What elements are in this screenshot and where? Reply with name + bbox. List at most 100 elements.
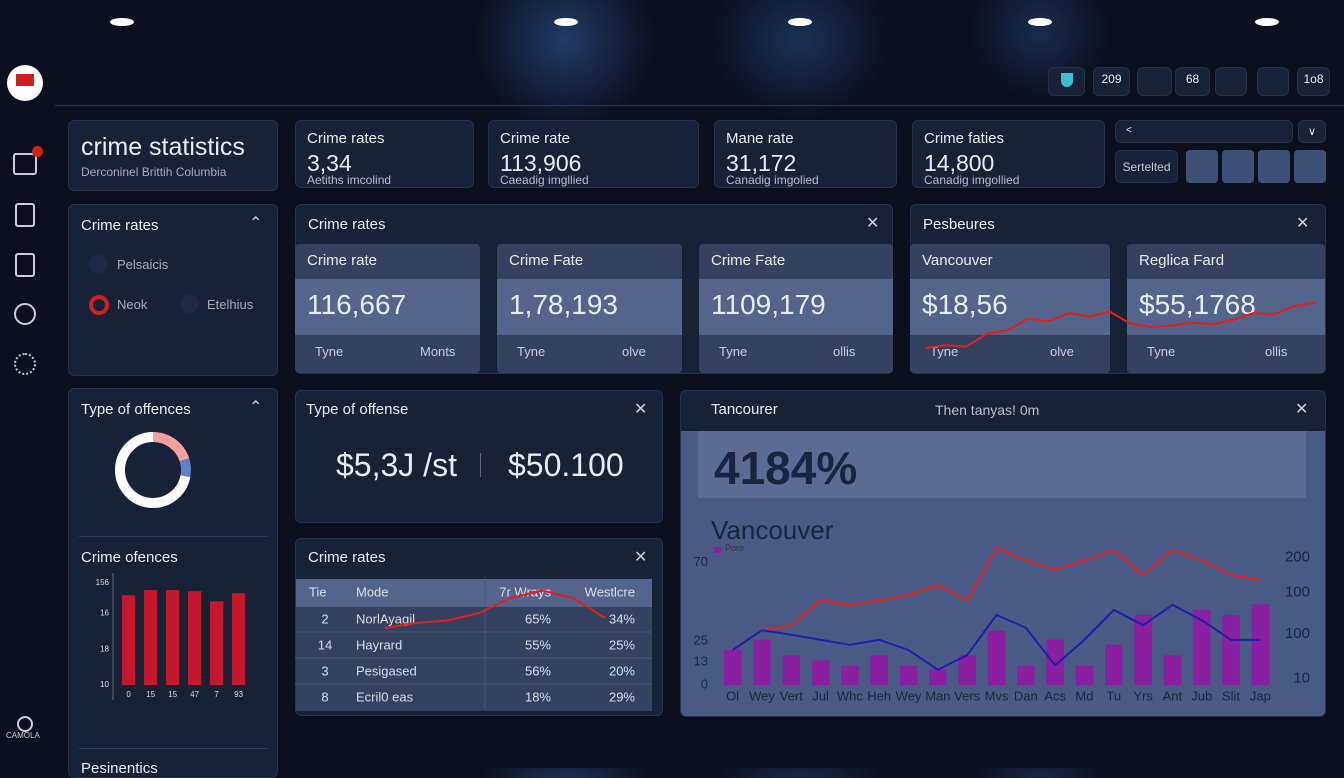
nav-icon[interactable]	[15, 253, 35, 277]
x-tick-label: 0	[126, 690, 131, 699]
collapse[interactable]: ⌃	[249, 215, 263, 232]
indicator[interactable]	[1048, 67, 1085, 96]
indicator[interactable]: 68	[1175, 67, 1210, 96]
close[interactable]: ✕	[1295, 401, 1309, 418]
table-header-cell: Mode	[356, 584, 389, 599]
close[interactable]: ✕	[634, 549, 648, 566]
offense-panel: Type of offense ✕ $5,3J /st $50.100	[295, 390, 663, 523]
donut-segment	[152, 432, 190, 462]
bar	[1251, 604, 1270, 685]
bar	[782, 655, 801, 685]
chart-title: Vancouver	[711, 515, 834, 545]
bar	[210, 601, 224, 685]
table-cell: Ecril0 eas	[356, 689, 414, 704]
table-cell: 65%	[525, 611, 551, 626]
nav-icon[interactable]	[13, 153, 37, 175]
stat-value: 14,800	[924, 150, 995, 176]
panel-title: Crime rates	[308, 216, 386, 233]
light	[1255, 18, 1279, 26]
stat-label: Crime faties	[924, 130, 1005, 147]
x-tick-label: Mvs	[985, 688, 1009, 703]
table-body	[296, 607, 652, 711]
bar	[1163, 655, 1182, 685]
stat-card[interactable]	[714, 120, 897, 188]
y2-tick-label: 10	[1293, 670, 1310, 687]
bar	[958, 655, 976, 685]
table-cell: 2	[321, 611, 328, 626]
stat-value: 3,34	[307, 150, 352, 176]
x-tick-label: Wey	[749, 688, 775, 703]
stat-card[interactable]	[488, 120, 699, 188]
nav-icon[interactable]	[15, 203, 35, 227]
metric-foot: Tyne	[719, 344, 748, 359]
bar	[232, 593, 246, 685]
x-tick-label: Ol	[726, 688, 739, 703]
indicator[interactable]: 209	[1093, 67, 1130, 96]
nav-icon[interactable]	[14, 303, 36, 325]
stat-card[interactable]	[295, 120, 474, 188]
title-card: crime statistics Derconinel Brittih Colu…	[68, 120, 278, 191]
close[interactable]: ✕	[1296, 215, 1310, 232]
bar	[929, 669, 947, 685]
sparkline	[924, 301, 1316, 349]
stat-card[interactable]	[912, 120, 1105, 188]
y2-tick-label: 200	[1285, 549, 1310, 566]
indicator[interactable]	[1257, 67, 1289, 96]
x-tick-label: Slit	[1222, 688, 1240, 703]
indicator[interactable]	[1137, 67, 1172, 96]
bar	[166, 590, 180, 685]
icon-button[interactable]	[1294, 150, 1326, 183]
light	[554, 18, 578, 26]
x-tick-label: 93	[234, 690, 243, 699]
icon-button[interactable]	[1222, 150, 1254, 183]
table-cell: 25%	[609, 637, 635, 652]
table-header	[296, 579, 652, 607]
dropdown[interactable]: ∨	[1298, 120, 1326, 143]
x-tick-label: Ant	[1163, 688, 1183, 703]
table: Tie Mode 7r Wrays Westlcre 2 NorlAyagil 65% 34%…	[295, 578, 651, 710]
bar	[1104, 644, 1123, 685]
close[interactable]: ✕	[634, 401, 648, 418]
bar	[122, 595, 136, 685]
collapse[interactable]: ⌃	[249, 399, 263, 416]
metric-foot: Monts	[420, 344, 456, 359]
sparkline-chart	[924, 301, 1316, 349]
legend-item: Neok	[117, 297, 148, 312]
indicator[interactable]	[1215, 67, 1247, 96]
metric-foot: ollis	[1265, 344, 1288, 359]
panel-title: Tancourer	[711, 401, 778, 418]
icon-button[interactable]	[1258, 150, 1290, 183]
metric-label: Vancouver	[922, 252, 993, 269]
search-button[interactable]: Sertelted	[1115, 150, 1178, 183]
y-tick-label: 0	[701, 676, 708, 691]
metric-foot: ollis	[833, 344, 856, 359]
panel-title: Pesbeures	[923, 216, 995, 233]
stat-note: Caeadig imgllied	[500, 173, 589, 187]
indicator[interactable]: 1o8	[1297, 67, 1330, 96]
nav-icon[interactable]	[17, 716, 33, 732]
bar	[841, 665, 859, 685]
y-tick-label: 13	[694, 654, 708, 669]
stat-value: 31,172	[726, 150, 797, 176]
nav-icon[interactable]	[14, 353, 36, 375]
stat-note: Canadig imgolied	[726, 173, 819, 187]
logo[interactable]	[7, 65, 43, 101]
panel-title: Crime ofences	[81, 549, 178, 566]
x-tick-label: Jub	[1191, 688, 1212, 703]
table-trend	[384, 589, 606, 629]
x-tick-label: Vert	[780, 688, 804, 703]
table-header-cell: 7r Wrays	[499, 584, 551, 599]
stat-note: Aetiths imcolind	[307, 173, 392, 187]
stat-value: 113,906	[500, 150, 582, 176]
search-input[interactable]: <	[1115, 120, 1293, 143]
close[interactable]: ✕	[866, 215, 880, 232]
x-tick-label: Acs	[1044, 688, 1066, 703]
metric-value: 1109,179	[711, 289, 826, 320]
icon-button[interactable]	[1186, 150, 1218, 183]
table-cell: 14	[318, 637, 332, 652]
table-cell: 29%	[609, 689, 635, 704]
panel-title: Pesinentics	[81, 760, 158, 777]
donut-segment	[179, 458, 191, 478]
table-header-cell: Westlcre	[585, 584, 635, 599]
bar	[1046, 639, 1064, 685]
